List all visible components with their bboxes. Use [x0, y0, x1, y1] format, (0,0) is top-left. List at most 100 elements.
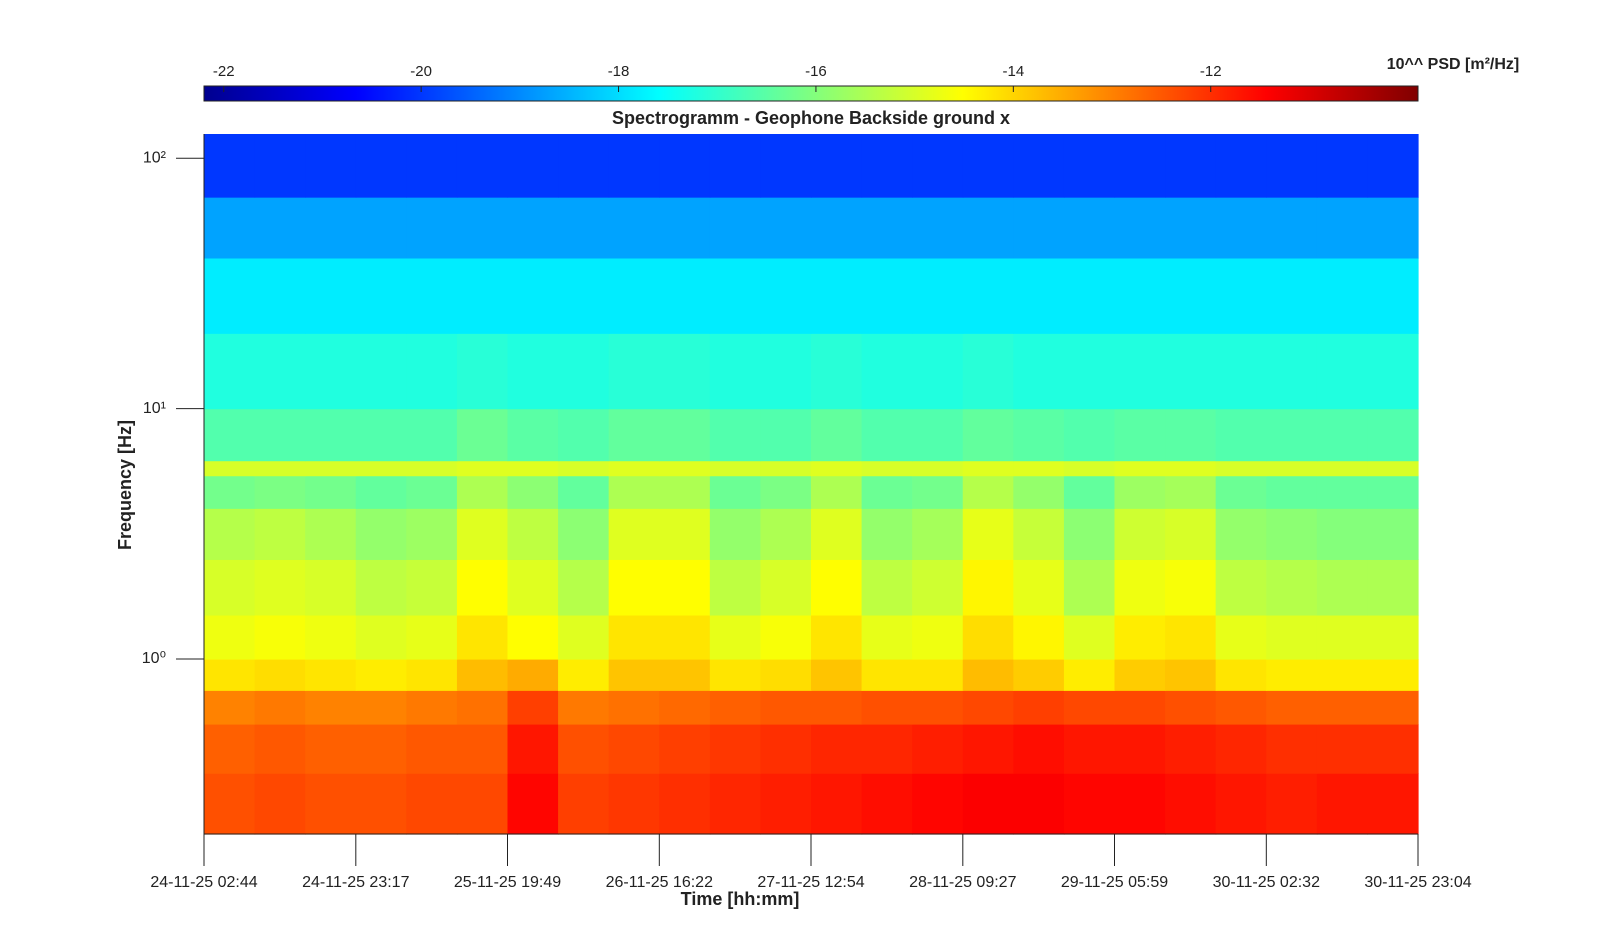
- colorbar: [203, 85, 1419, 102]
- heatmap-cell: [1266, 559, 1318, 616]
- heatmap-cell: [1316, 773, 1369, 835]
- heatmap-cell: [1165, 333, 1217, 410]
- heatmap-cell: [1165, 475, 1217, 509]
- x-tick-label: 24-11-25 23:17: [302, 874, 409, 891]
- heatmap-cell: [811, 773, 863, 835]
- heatmap-cell: [1013, 408, 1065, 462]
- heatmap-cell: [709, 614, 762, 660]
- heatmap-cell: [1063, 475, 1116, 509]
- heatmap-cell: [1266, 475, 1318, 509]
- heatmap-cell: [962, 475, 1014, 509]
- heatmap-cell: [1165, 559, 1217, 616]
- heatmap-cell: [456, 257, 509, 334]
- heatmap-cell: [305, 134, 357, 198]
- heatmap-cell: [760, 690, 812, 725]
- heatmap-cell: [507, 773, 559, 835]
- heatmap-cell: [912, 333, 964, 410]
- heatmap-cell: [1316, 134, 1369, 198]
- heatmap-cell: [709, 134, 762, 198]
- heatmap-cell: [659, 690, 711, 725]
- heatmap-cell: [608, 257, 660, 334]
- heatmap-cell: [1215, 659, 1267, 691]
- heatmap-cell: [608, 724, 660, 774]
- heatmap-cell: [912, 197, 964, 259]
- heatmap-cell: [912, 614, 964, 660]
- heatmap-cell: [1316, 690, 1369, 725]
- heatmap-cell: [558, 614, 610, 660]
- heatmap-cell: [204, 475, 256, 509]
- heatmap-cell: [1013, 690, 1065, 725]
- heatmap-cell: [1367, 197, 1419, 259]
- heatmap-cell: [608, 614, 660, 660]
- heatmap-cell: [305, 773, 357, 835]
- heatmap-cell: [912, 508, 964, 560]
- heatmap-cell: [861, 134, 913, 198]
- heatmap-cell: [406, 773, 458, 835]
- heatmap-cell: [1316, 614, 1369, 660]
- heatmap-cell: [1165, 659, 1217, 691]
- heatmap-cell: [1165, 257, 1217, 334]
- heatmap-cell: [1013, 659, 1065, 691]
- heatmap-cell: [456, 460, 509, 477]
- heatmap-cell: [558, 257, 610, 334]
- heatmap-cell: [1367, 659, 1419, 691]
- heatmap-cell: [204, 690, 256, 725]
- heatmap-cell: [204, 460, 256, 477]
- heatmap-cell: [254, 408, 306, 462]
- heatmap-cell: [1266, 690, 1318, 725]
- heatmap-cell: [659, 614, 711, 660]
- heatmap-cell: [355, 659, 407, 691]
- heatmap-cell: [1013, 333, 1065, 410]
- heatmap-cell: [659, 460, 711, 477]
- heatmap-cell: [456, 197, 509, 259]
- heatmap-cell: [204, 197, 256, 259]
- heatmap-cell: [811, 659, 863, 691]
- heatmap-cell: [1063, 724, 1116, 774]
- heatmap-cell: [254, 333, 306, 410]
- heatmap-cell: [709, 724, 762, 774]
- heatmap-cell: [760, 475, 812, 509]
- x-tick-label: 24-11-25 02:44: [150, 874, 257, 891]
- heatmap-cell: [659, 134, 711, 198]
- heatmap-cell: [305, 408, 357, 462]
- heatmap-cell: [355, 559, 407, 616]
- heatmap-cell: [1165, 197, 1217, 259]
- heatmap-cell: [912, 690, 964, 725]
- heatmap-cell: [1266, 773, 1318, 835]
- heatmap-cell: [355, 197, 407, 259]
- heatmap-cell: [1367, 724, 1419, 774]
- heatmap-cell: [204, 724, 256, 774]
- heatmap-cell: [962, 134, 1014, 198]
- colorbar-tick-label: -16: [805, 63, 827, 80]
- heatmap-cell: [507, 659, 559, 691]
- heatmap-cell: [1266, 333, 1318, 410]
- heatmap-cell: [406, 559, 458, 616]
- heatmap-cell: [760, 508, 812, 560]
- heatmap-cell: [305, 559, 357, 616]
- heatmap-cell: [1063, 690, 1116, 725]
- heatmap-cell: [456, 408, 509, 462]
- x-tick-label: 30-11-25 23:04: [1364, 874, 1471, 891]
- heatmap-cell: [760, 460, 812, 477]
- heatmap-cell: [1063, 197, 1116, 259]
- heatmap-cell: [1165, 614, 1217, 660]
- heatmap-cell: [305, 724, 357, 774]
- heatmap-cell: [254, 197, 306, 259]
- heatmap-cell: [1367, 408, 1419, 462]
- heatmap-cell: [355, 408, 407, 462]
- heatmap-cell: [861, 614, 913, 660]
- heatmap-cell: [355, 333, 407, 410]
- heatmap-cell: [811, 559, 863, 616]
- heatmap-cell: [1114, 690, 1166, 725]
- heatmap-cell: [811, 690, 863, 725]
- heatmap-cell: [305, 614, 357, 660]
- heatmap-cell: [709, 773, 762, 835]
- heatmap-cell: [912, 134, 964, 198]
- heatmap-cell: [608, 333, 660, 410]
- heatmap-cell: [1316, 559, 1369, 616]
- heatmap-cell: [1215, 559, 1267, 616]
- heatmap-cell: [912, 475, 964, 509]
- heatmap-cell: [355, 257, 407, 334]
- heatmap-cell: [1215, 773, 1267, 835]
